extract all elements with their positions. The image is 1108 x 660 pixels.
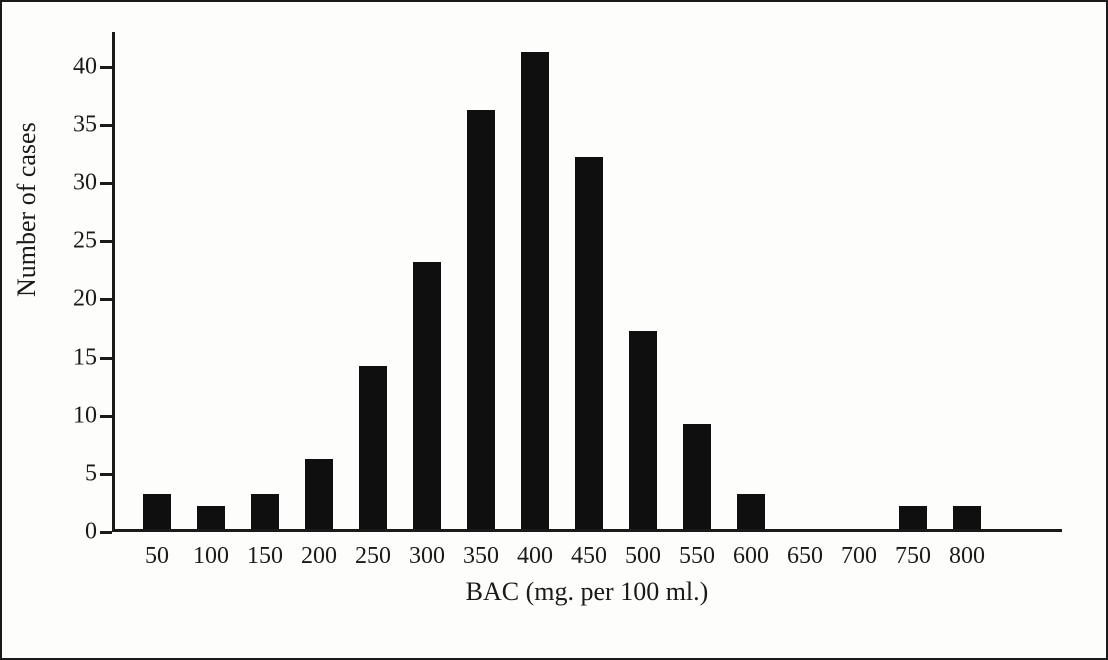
bar (305, 459, 333, 529)
x-tick-label: 800 (949, 543, 985, 570)
y-tick-label: 20 (57, 286, 97, 313)
chart-container: Number of cases BAC (mg. per 100 ml.) 05… (0, 0, 1108, 660)
y-tick (100, 182, 112, 185)
x-tick-label: 500 (625, 543, 661, 570)
y-axis-title: Number of cases (12, 122, 42, 297)
y-tick (100, 298, 112, 301)
x-tick-label: 750 (895, 543, 931, 570)
x-tick-label: 400 (517, 543, 553, 570)
y-tick-label: 10 (57, 402, 97, 429)
bar (197, 506, 225, 529)
y-tick-label: 25 (57, 228, 97, 255)
y-tick-label: 30 (57, 170, 97, 197)
bar (953, 506, 981, 529)
y-tick (100, 357, 112, 360)
y-tick (100, 531, 112, 534)
y-tick-label: 0 (57, 519, 97, 546)
x-tick-label: 300 (409, 543, 445, 570)
x-tick-label: 450 (571, 543, 607, 570)
x-tick-label: 700 (841, 543, 877, 570)
x-tick-label: 550 (679, 543, 715, 570)
bar (737, 494, 765, 529)
y-axis-line (112, 32, 115, 532)
y-tick-label: 15 (57, 344, 97, 371)
bar (521, 52, 549, 529)
bar (251, 494, 279, 529)
bar (629, 331, 657, 529)
x-tick-label: 200 (301, 543, 337, 570)
x-tick-label: 50 (145, 543, 169, 570)
bar (467, 110, 495, 529)
x-tick-label: 250 (355, 543, 391, 570)
y-tick (100, 415, 112, 418)
y-tick-label: 5 (57, 460, 97, 487)
x-tick-label: 650 (787, 543, 823, 570)
bar (413, 262, 441, 529)
y-tick-label: 35 (57, 112, 97, 139)
y-tick-label: 40 (57, 53, 97, 80)
x-tick-label: 100 (193, 543, 229, 570)
bar (143, 494, 171, 529)
x-tick-label: 150 (247, 543, 283, 570)
bar (575, 157, 603, 529)
x-axis-title: BAC (mg. per 100 ml.) (466, 577, 709, 607)
y-tick (100, 124, 112, 127)
x-tick-label: 350 (463, 543, 499, 570)
plot-area: BAC (mg. per 100 ml.) 051015202530354050… (112, 32, 1062, 532)
x-axis-line (112, 529, 1062, 532)
bar (899, 506, 927, 529)
bar (359, 366, 387, 529)
y-tick (100, 66, 112, 69)
x-tick-label: 600 (733, 543, 769, 570)
y-tick (100, 240, 112, 243)
y-tick (100, 473, 112, 476)
bar (683, 424, 711, 529)
